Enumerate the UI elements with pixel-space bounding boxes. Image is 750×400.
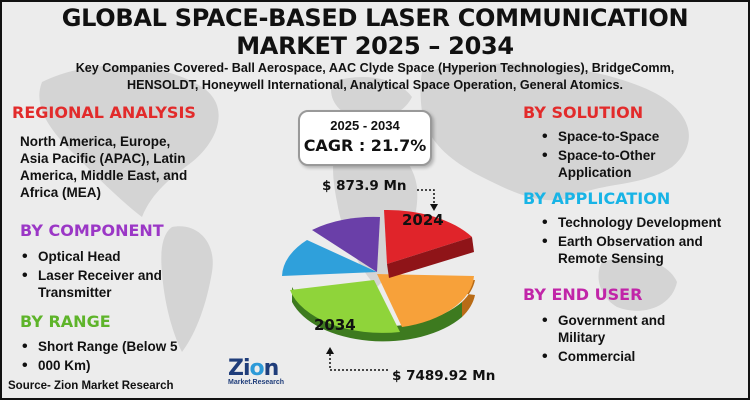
zion-logo: Zion Market.Research [228, 358, 290, 396]
list-item: Government and [540, 312, 740, 329]
pie-slice-green [290, 280, 400, 333]
pie-side-green [292, 287, 462, 342]
list-item: Space-to-Space [540, 128, 740, 145]
pie-chart-3d: 2024 2034 [282, 189, 475, 371]
regional-line: Africa (MEA) [20, 185, 102, 200]
logo-subtitle: Market.Research [228, 379, 285, 386]
by-component-heading: BY COMPONENT [20, 221, 164, 240]
pie-slice-red [384, 209, 472, 264]
key-companies: Key Companies Covered- Ball Aerospace, A… [22, 60, 728, 94]
start-arrow [417, 189, 435, 206]
list-item: Optical Head [20, 248, 250, 265]
list-item-continuation-text: Remote Sensing [558, 251, 664, 266]
list-item-continuation: Military [540, 329, 740, 346]
list-item: Earth Observation and [540, 233, 748, 250]
list-item-continuation: Transmitter [38, 285, 112, 300]
list-item: Laser Receiver and [20, 267, 250, 284]
component-list: Optical Head Laser Receiver and Transmit… [20, 248, 250, 303]
list-item-continuation: Application [540, 164, 740, 181]
start-arrow-head [430, 204, 438, 211]
cagr-period: 2025 - 2034 [330, 118, 400, 133]
list-item: Technology Development [540, 214, 748, 231]
cagr-box: 2025 - 2034 CAGR : 21.7% [298, 110, 432, 166]
end-arrow-head [326, 347, 334, 354]
pie-slice-red-side [387, 237, 474, 278]
by-end-user-heading: BY END USER [523, 285, 643, 304]
by-range-heading: BY RANGE [20, 312, 111, 331]
list-item-continuation-text: Application [558, 165, 632, 180]
list-item: Short Range (Below 5 [20, 338, 250, 355]
end-arrow [329, 350, 390, 371]
by-application-heading: BY APPLICATION [523, 189, 671, 208]
list-item: Space-to-Other [540, 147, 740, 164]
regional-line: America, Middle East, and [20, 168, 188, 183]
source-note: Source- Zion Market Research [8, 380, 174, 392]
list-item: Commercial [540, 348, 740, 365]
companies-line-2: HENSOLDT, Honeywell International, Analy… [127, 78, 623, 92]
application-list: Technology Development Earth Observation… [540, 214, 748, 269]
list-item: Transmitter [20, 284, 250, 301]
list-item: 000 Km) [20, 357, 250, 374]
regional-analysis-text: North America, Europe, Asia Pacific (APA… [20, 133, 240, 201]
end-value-label: $ 7489.92 Mn [392, 368, 496, 384]
pie-slice-blue [282, 240, 377, 276]
solution-list: Space-to-Space Space-to-Other Applicatio… [540, 128, 740, 183]
pie-slice-purple [312, 216, 380, 272]
regional-analysis-heading: REGIONAL ANALYSIS [12, 103, 196, 122]
logo-part-o: o [249, 356, 265, 381]
pie-label-start: 2024 [402, 211, 444, 229]
range-list: Short Range (Below 5 000 Km) [20, 338, 250, 376]
start-value-label: $ 873.9 Mn [322, 178, 407, 194]
by-solution-heading: BY SOLUTION [523, 103, 644, 122]
logo-wordmark: Zion [228, 358, 290, 380]
title-line-1: GLOBAL SPACE-BASED LASER COMMUNICATION [61, 4, 689, 32]
regional-line: Asia Pacific (APAC), Latin [20, 151, 186, 166]
title-line-2: MARKET 2025 – 2034 [236, 32, 514, 60]
regional-line: North America, Europe, [20, 134, 171, 149]
pie-label-end: 2034 [314, 316, 356, 334]
end-user-list: Government and Military Commercial [540, 312, 740, 367]
list-item-continuation-text: Military [558, 330, 606, 345]
list-item-continuation: Remote Sensing [540, 250, 748, 267]
companies-line-1: Key Companies Covered- Ball Aerospace, A… [75, 61, 675, 75]
cagr-value: CAGR : 21.7% [303, 136, 427, 155]
logo-part-b: n [263, 356, 280, 381]
logo-part-a: Zi [228, 356, 250, 381]
pie-slice-orange [377, 274, 474, 327]
